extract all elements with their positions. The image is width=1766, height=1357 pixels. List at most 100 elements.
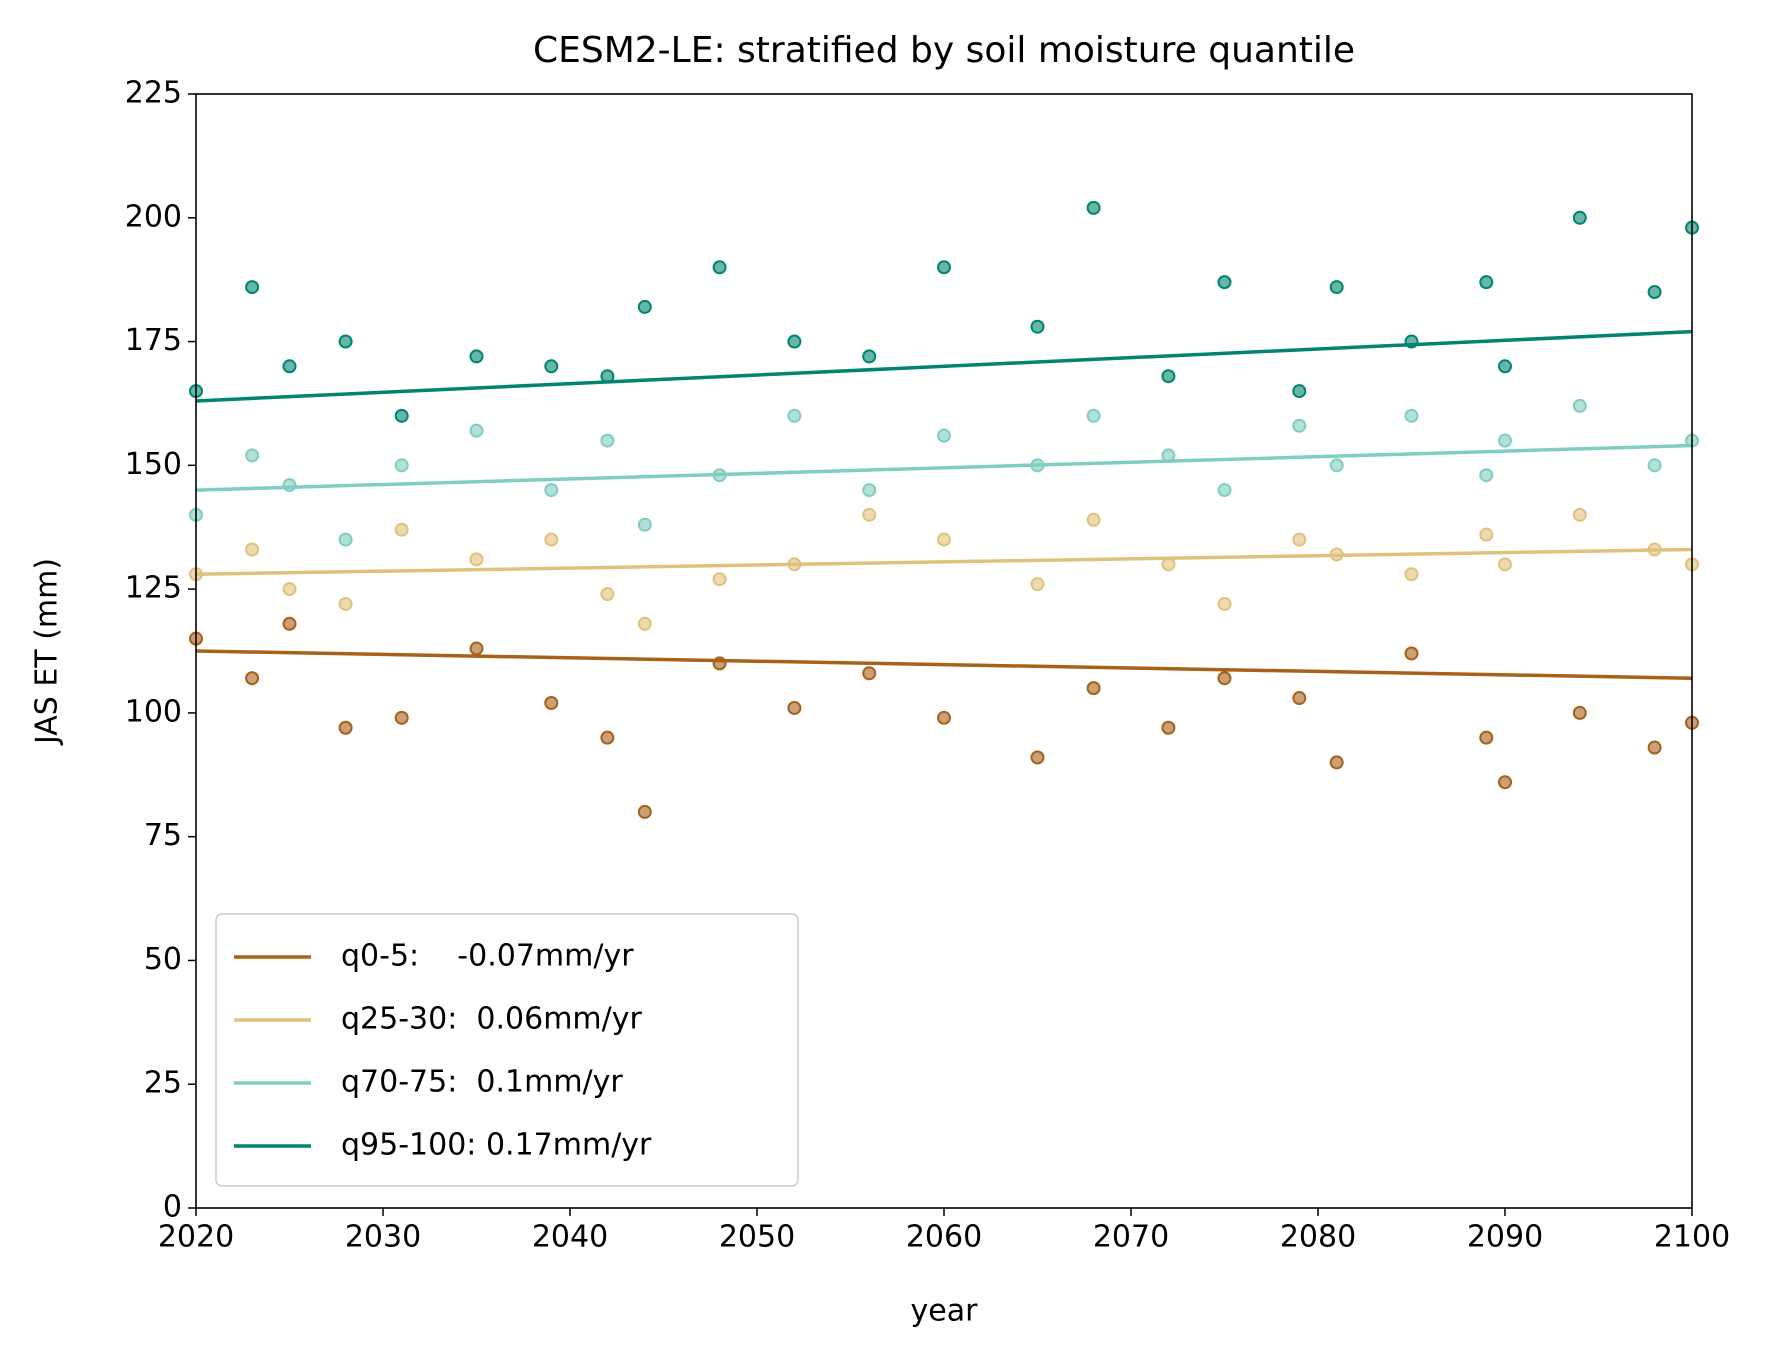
point: [338, 334, 353, 349]
point: [862, 483, 877, 498]
point: [1498, 433, 1512, 448]
trend-line: [195, 443, 1693, 492]
point: [637, 616, 652, 631]
y-axis-label: JAS ET (mm): [30, 558, 65, 746]
point: [637, 517, 652, 532]
point: [937, 532, 951, 547]
trend-line: [195, 649, 1693, 680]
point: [1217, 596, 1232, 611]
point: [1292, 418, 1307, 433]
y-tick-label: 150: [125, 447, 182, 482]
point: [1479, 527, 1494, 542]
y-tick-label: 50: [144, 942, 182, 977]
point: [1030, 319, 1045, 334]
legend-label: q25-30: 0.06mm/yr: [341, 1002, 643, 1037]
legend-label: q70-75: 0.1mm/yr: [341, 1065, 623, 1100]
point: [1030, 577, 1045, 592]
point: [1498, 557, 1512, 572]
point: [1498, 775, 1512, 790]
point: [394, 408, 409, 423]
x-tick-label: 2080: [1280, 1220, 1356, 1255]
point: [1030, 750, 1045, 765]
x-tick-label: 2090: [1467, 1220, 1543, 1255]
x-tick-label: 2100: [1654, 1220, 1730, 1255]
point: [1479, 730, 1494, 745]
point: [1217, 483, 1232, 498]
point: [544, 483, 559, 498]
point: [544, 695, 559, 710]
point: [937, 260, 951, 275]
x-tick-label: 2030: [345, 1220, 421, 1255]
point: [282, 359, 297, 374]
y-tick-label: 75: [144, 818, 182, 853]
x-tick-label: 2060: [906, 1220, 982, 1255]
point: [544, 359, 559, 374]
point: [394, 458, 409, 473]
point: [338, 532, 353, 547]
point: [338, 720, 353, 735]
point: [862, 666, 877, 681]
point: [1329, 280, 1344, 295]
point: [1404, 567, 1419, 582]
point: [245, 448, 260, 463]
point: [1647, 458, 1662, 473]
point: [1404, 646, 1419, 661]
point: [862, 349, 877, 364]
point: [712, 572, 727, 587]
y-tick-label: 25: [144, 1066, 182, 1101]
point: [1161, 369, 1176, 384]
point: [544, 532, 559, 547]
point: [1086, 681, 1101, 696]
point: [1086, 512, 1101, 527]
point: [712, 260, 727, 275]
point: [1572, 507, 1587, 522]
trend-line: [195, 329, 1693, 403]
point: [787, 700, 802, 715]
point: [245, 280, 260, 295]
y-tick-label: 225: [125, 76, 182, 111]
plot-frame: [195, 93, 1693, 1209]
point: [1572, 210, 1587, 225]
point: [1479, 275, 1494, 290]
point: [787, 408, 802, 423]
legend-label: q95-100: 0.17mm/yr: [341, 1128, 652, 1163]
point: [600, 587, 615, 602]
point: [937, 710, 951, 725]
point: [1292, 532, 1307, 547]
point: [1161, 557, 1176, 572]
point: [1479, 468, 1494, 483]
point: [282, 582, 297, 597]
point: [1292, 384, 1307, 399]
y-tick-label: 100: [125, 694, 182, 729]
point: [937, 428, 951, 443]
point: [600, 730, 615, 745]
point: [245, 542, 260, 557]
y-tick-label: 175: [125, 323, 182, 358]
point: [1292, 691, 1307, 706]
y-tick-label: 200: [125, 199, 182, 234]
point: [1086, 408, 1101, 423]
point: [1217, 275, 1232, 290]
point: [469, 423, 484, 438]
legend-box: [215, 913, 799, 1187]
x-tick-label: 2040: [532, 1220, 608, 1255]
point: [1329, 458, 1344, 473]
chart-title: CESM2-LE: stratified by soil moisture qu…: [533, 30, 1355, 71]
point: [282, 616, 297, 631]
x-tick-label: 2020: [158, 1220, 234, 1255]
point: [637, 299, 652, 314]
point: [637, 804, 652, 819]
y-tick-label: 125: [125, 571, 182, 606]
point: [1404, 408, 1419, 423]
x-axis-label: year: [911, 1294, 979, 1329]
point: [394, 710, 409, 725]
point: [1329, 755, 1344, 770]
x-tick-label: 2070: [1093, 1220, 1169, 1255]
point: [394, 522, 409, 537]
point: [787, 334, 802, 349]
point: [469, 641, 484, 656]
trend-line: [195, 547, 1693, 577]
point: [469, 552, 484, 567]
legend-label: q0-5: -0.07mm/yr: [341, 939, 634, 974]
point: [1647, 740, 1662, 755]
